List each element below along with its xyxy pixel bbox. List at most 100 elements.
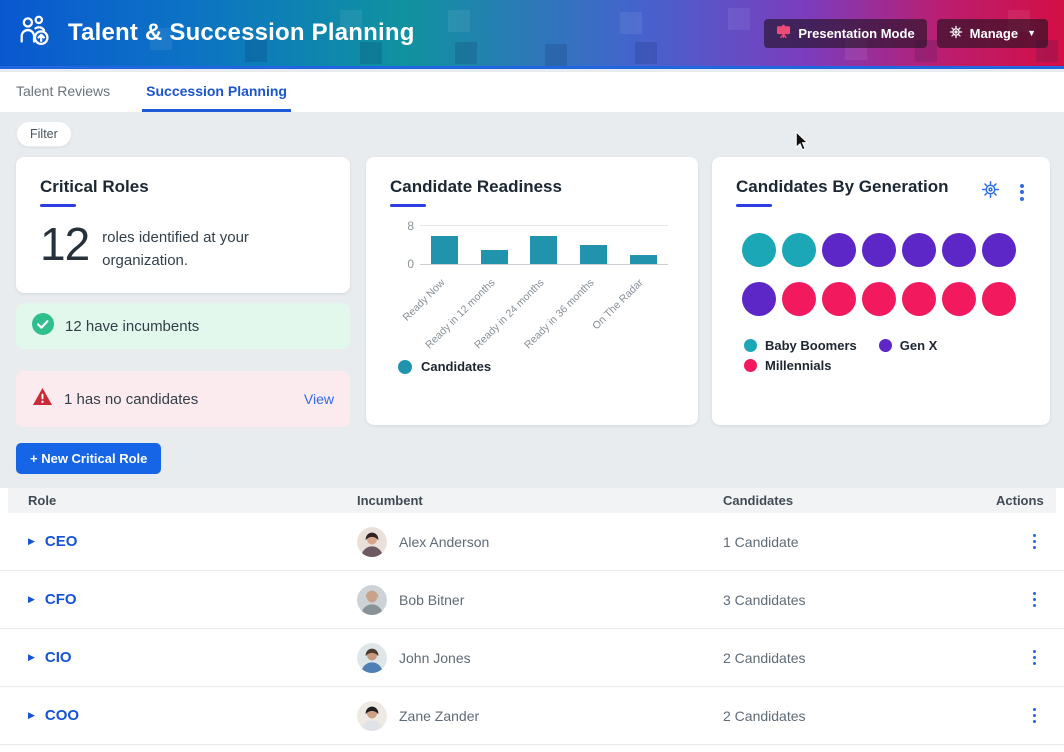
candidates-count: 1 Candidate bbox=[723, 533, 799, 550]
incumbent-avatar bbox=[357, 526, 387, 557]
row-actions-kebab-icon[interactable] bbox=[1031, 706, 1039, 726]
readiness-legend: Candidates bbox=[398, 359, 674, 374]
table-row-cfo: ▶ CFO Bob Bitner 3 Candidates bbox=[0, 571, 1064, 629]
readiness-xlabels: Ready Now Ready in 12 months Ready in 24 m… bbox=[401, 265, 668, 357]
table-body: ▶ CEO Alex Anderson 1 Candidate ▶ CFO Bob Bitn… bbox=[0, 513, 1064, 745]
candidate-readiness-card: Candidate Readiness 8 0 Ready Now Ready i… bbox=[366, 157, 698, 425]
column-header-role: Role bbox=[28, 493, 57, 508]
critical-roles-count: 12 bbox=[40, 218, 90, 270]
table-row-ceo: ▶ CEO Alex Anderson 1 Candidate bbox=[0, 513, 1064, 571]
role-link[interactable]: CFO bbox=[44, 591, 77, 608]
card-kebab-menu-icon[interactable] bbox=[1018, 182, 1026, 203]
critical-roles-description: roles identified at your organization. bbox=[102, 229, 249, 269]
role-link[interactable]: CEO bbox=[44, 533, 78, 550]
table-header: Role Incumbent Candidates Actions bbox=[8, 488, 1056, 513]
generation-legend: Baby Boomers Gen X Millennials bbox=[744, 338, 994, 378]
generation-dot-millennials bbox=[782, 282, 816, 316]
tab-bar: Talent Reviews Succession Planning bbox=[0, 72, 1064, 112]
generation-dot-gen-x bbox=[942, 233, 976, 267]
legend-label: Gen X bbox=[899, 338, 938, 353]
legend-item: Millennials bbox=[744, 358, 831, 373]
generation-dot-baby-boomers bbox=[742, 233, 776, 267]
column-header-actions: Actions bbox=[996, 493, 1044, 508]
generation-dot-gen-x bbox=[982, 233, 1016, 267]
generation-dot-gen-x bbox=[862, 233, 896, 267]
incumbent-name: Zane Zander bbox=[399, 707, 480, 724]
incumbent-avatar bbox=[357, 584, 387, 615]
generation-dot-gen-x bbox=[902, 233, 936, 267]
legend-label: Baby Boomers bbox=[765, 338, 857, 353]
bar-on-the-radar bbox=[629, 254, 657, 264]
critical-roles-table: Role Incumbent Candidates Actions ▶ CEO Al… bbox=[0, 488, 1064, 752]
card-title: Candidates By Generation bbox=[736, 177, 949, 196]
legend-dot bbox=[744, 339, 757, 352]
x-axis-tick-label: Ready Now bbox=[400, 276, 448, 324]
readiness-bars bbox=[420, 226, 668, 264]
row-expand-chevron-icon[interactable]: ▶ bbox=[28, 594, 35, 604]
mouse-pointer bbox=[795, 130, 809, 156]
view-link[interactable]: View bbox=[303, 391, 334, 407]
generation-dot-millennials bbox=[982, 282, 1016, 316]
generation-dot-baby-boomers bbox=[782, 233, 816, 267]
bar-ready-in-24-months bbox=[530, 235, 558, 264]
incumbent-name: Alex Anderson bbox=[399, 533, 490, 550]
legend-dot bbox=[878, 339, 892, 352]
header-pattern-tile bbox=[150, 28, 172, 50]
generation-dot-gen-x bbox=[742, 282, 776, 316]
header-pattern-tile bbox=[360, 42, 382, 64]
card-settings-gear-icon[interactable] bbox=[981, 180, 1000, 204]
row-expand-chevron-icon[interactable]: ▶ bbox=[28, 652, 35, 662]
header-pattern-tile bbox=[635, 42, 657, 64]
new-critical-role-button[interactable]: + New Critical Role bbox=[16, 443, 162, 474]
manage-button[interactable]: Manage ▼ bbox=[936, 18, 1048, 48]
header-pattern-tile bbox=[545, 44, 567, 66]
incumbent-name: John Jones bbox=[399, 649, 471, 666]
table-row-cio: ▶ CIO John Jones 2 Candidates bbox=[0, 629, 1064, 687]
bar-ready-now bbox=[431, 235, 459, 264]
page-title: Talent & Succession Planning bbox=[68, 19, 415, 46]
bar-ready-in-36-months bbox=[580, 245, 608, 264]
generation-dot-millennials bbox=[862, 282, 896, 316]
incumbent-name: Bob Bitner bbox=[399, 591, 465, 608]
readiness-bar-chart: 8 0 Ready Now Ready in 12 months Ready in … bbox=[390, 219, 674, 374]
legend-dot bbox=[744, 359, 757, 372]
incumbent-avatar bbox=[357, 700, 387, 731]
legend-label: Candidates bbox=[421, 359, 492, 374]
title-accent-underline bbox=[736, 204, 772, 207]
gear-icon bbox=[949, 25, 963, 42]
title-accent-underline bbox=[390, 204, 426, 207]
row-expand-chevron-icon[interactable]: ▶ bbox=[28, 710, 35, 720]
row-expand-chevron-icon[interactable]: ▶ bbox=[28, 536, 35, 546]
filter-chip[interactable]: Filter bbox=[16, 121, 72, 147]
generation-dot-gen-x bbox=[822, 233, 856, 267]
presentation-screen-icon bbox=[776, 24, 791, 42]
row-actions-kebab-icon[interactable] bbox=[1031, 648, 1039, 668]
row-actions-kebab-icon[interactable] bbox=[1031, 532, 1039, 552]
header-pattern-tile bbox=[620, 12, 642, 34]
title-accent-underline bbox=[40, 204, 76, 207]
people-promotion-icon bbox=[16, 12, 54, 55]
column-header-incumbent: Incumbent bbox=[357, 493, 423, 508]
candidates-by-generation-card: Candidates By Generation Baby Boomers Gen… bbox=[712, 157, 1050, 425]
card-title: Critical Roles bbox=[40, 177, 149, 196]
y-axis-tick: 0 bbox=[407, 257, 414, 271]
tab-succession-planning[interactable]: Succession Planning bbox=[142, 72, 291, 112]
legend-item: Gen X bbox=[878, 338, 938, 353]
candidates-count: 3 Candidates bbox=[723, 591, 806, 608]
role-link[interactable]: CIO bbox=[44, 649, 72, 666]
warning-message: 1 has no candidates bbox=[64, 390, 199, 408]
row-actions-kebab-icon[interactable] bbox=[1031, 590, 1039, 610]
tab-talent-reviews[interactable]: Talent Reviews bbox=[16, 82, 111, 99]
role-link[interactable]: COO bbox=[44, 707, 80, 724]
candidates-count: 2 Candidates bbox=[723, 649, 806, 666]
table-row-coo: ▶ COO Zane Zander 2 Candidates bbox=[0, 687, 1064, 745]
alert-triangle-icon bbox=[32, 387, 53, 411]
legend-dot bbox=[398, 359, 412, 374]
generation-dot-millennials bbox=[822, 282, 856, 316]
presentation-mode-button[interactable]: Presentation Mode bbox=[764, 18, 927, 48]
app-header: Talent & Succession Planning Presentatio… bbox=[0, 0, 1064, 69]
incumbents-success-banner: 12 have incumbents bbox=[16, 303, 350, 349]
critical-roles-card: Critical Roles 12 roles identified at yo… bbox=[16, 157, 350, 293]
header-pattern-tile bbox=[448, 10, 470, 32]
